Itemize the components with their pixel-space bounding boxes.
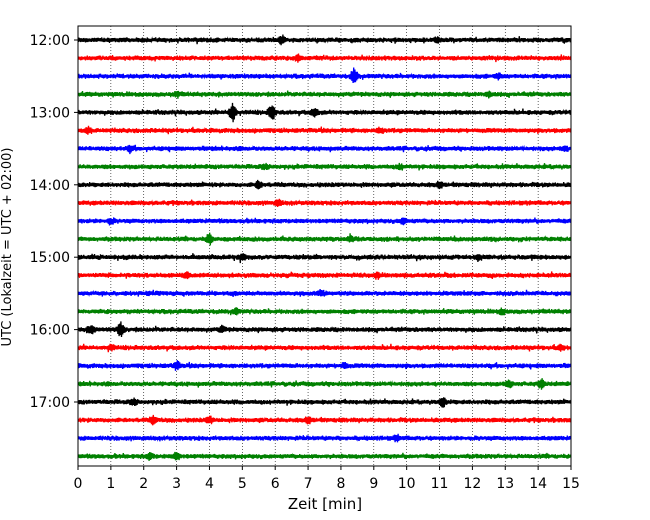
x-tick-label-12: 12 [463, 476, 481, 492]
x-axis-label: Zeit [min] [288, 495, 362, 513]
plot-background [78, 26, 571, 466]
x-axis-ticks: 0 1 2 3 4 5 6 7 8 9 10 11 12 13 14 15 [74, 466, 580, 492]
x-tick-label-11: 11 [431, 476, 449, 492]
trace-1315-line [77, 125, 572, 135]
trace-1615-line [77, 343, 572, 353]
x-tick-label-5: 5 [238, 476, 247, 492]
trace-1545-line [77, 307, 572, 316]
x-tick-label-0: 0 [74, 476, 83, 492]
trace-1215-line [77, 53, 572, 63]
trace-1530-line [77, 289, 572, 297]
trace-1630-line [77, 360, 572, 371]
x-tick-label-2: 2 [139, 476, 148, 492]
trace-1245-line [77, 90, 572, 99]
trace-1500-line [77, 253, 572, 264]
x-tick-label-6: 6 [271, 476, 280, 492]
y-axis-ticks: 12:00 13:00 14:00 15:00 16:00 17:00 [30, 33, 78, 411]
x-tick-label-9: 9 [369, 476, 378, 492]
x-tick-label-1: 1 [106, 476, 115, 492]
y-tick-label-4: 16:00 [30, 323, 70, 339]
vertical-grid [110, 26, 539, 466]
trace-1300-line [77, 102, 572, 123]
x-tick-label-3: 3 [172, 476, 181, 492]
y-tick-label-1: 13:00 [30, 105, 70, 121]
trace-1645-line [77, 378, 572, 390]
seismic-traces [77, 34, 572, 461]
trace-1700-line [77, 397, 572, 408]
x-tick-label-10: 10 [398, 476, 416, 492]
x-tick-label-8: 8 [336, 476, 345, 492]
x-tick-label-15: 15 [562, 476, 580, 492]
trace-1715-line [77, 414, 572, 426]
trace-1415-line [77, 198, 572, 207]
trace-1515-line [77, 271, 572, 280]
y-tick-label-2: 14:00 [30, 178, 70, 194]
x-tick-label-4: 4 [205, 476, 214, 492]
y-tick-label-0: 12:00 [30, 33, 70, 49]
trace-1200-line [77, 34, 572, 46]
trace-1345-line [77, 162, 572, 171]
x-tick-label-7: 7 [304, 476, 313, 492]
trace-1730-line [77, 433, 572, 443]
trace-1330-line [77, 144, 572, 155]
trace-1430-line [77, 217, 572, 226]
plot-frame [77, 25, 572, 467]
x-tick-label-13: 13 [496, 476, 514, 492]
trace-1445-line [77, 232, 572, 246]
y-axis-label: UTC (Lokalzeit = UTC + 02:00) [0, 148, 15, 347]
y-tick-label-5: 17:00 [30, 395, 70, 411]
trace-1400-line [77, 179, 572, 190]
trace-1230-line [77, 67, 572, 83]
y-tick-label-3: 15:00 [30, 250, 70, 266]
trace-1600-line [77, 321, 572, 337]
x-tick-label-14: 14 [529, 476, 547, 492]
trace-1745-line [77, 451, 572, 461]
